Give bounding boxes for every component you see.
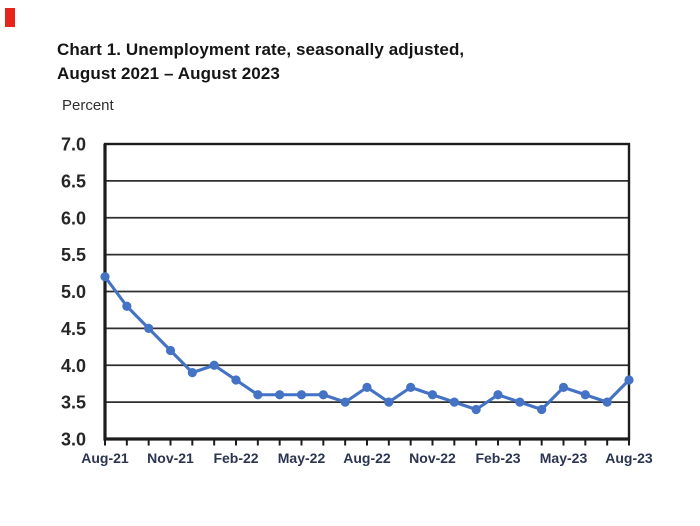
y-tick-label: 3.0 xyxy=(61,430,86,450)
y-tick-label: 5.5 xyxy=(61,245,86,265)
data-point xyxy=(406,382,416,392)
data-point xyxy=(231,375,241,385)
data-point xyxy=(318,390,328,400)
data-point xyxy=(515,397,525,407)
gridlines xyxy=(105,143,629,440)
x-tick-label: Feb-22 xyxy=(213,450,258,466)
data-point xyxy=(471,404,481,415)
y-tick-label: 3.5 xyxy=(61,393,86,413)
x-tick-label: Aug-23 xyxy=(605,450,653,466)
data-point xyxy=(449,397,459,407)
y-axis-unit-label: Percent xyxy=(62,97,114,114)
data-point xyxy=(187,368,197,378)
data-point xyxy=(296,390,307,400)
chart-title-line2: August 2021 – August 2023 xyxy=(57,64,280,83)
y-tick-label: 6.5 xyxy=(61,171,86,191)
x-axis-tick-marks xyxy=(104,440,630,446)
data-point xyxy=(144,323,154,333)
data-point xyxy=(624,375,634,385)
data-point xyxy=(100,272,110,282)
data-point xyxy=(122,301,132,311)
data-point xyxy=(493,390,503,400)
data-point xyxy=(427,390,438,400)
data-points xyxy=(100,272,634,415)
data-point xyxy=(340,397,350,407)
x-tick-label: May-22 xyxy=(278,450,326,466)
x-tick-label: Nov-22 xyxy=(409,450,456,466)
data-point xyxy=(580,390,590,400)
x-axis-tick-labels: Aug-21 Nov-21 Feb-22 May-22 Aug-22 Nov-22 Feb-… xyxy=(81,450,653,466)
y-axis-tick-labels: 3.0 3.5 4.0 4.5 5.0 5.5 6.0 6.5 7.0 xyxy=(61,135,86,450)
y-tick-label: 5.0 xyxy=(61,282,86,302)
x-tick-label: Nov-21 xyxy=(147,450,194,466)
chart-title: Chart 1. Unemployment rate, seasonally a… xyxy=(57,38,464,86)
data-point xyxy=(253,390,263,400)
data-point xyxy=(165,345,176,356)
x-tick-label: Aug-21 xyxy=(81,450,129,466)
x-tick-label: Feb-23 xyxy=(475,450,520,466)
y-tick-label: 4.0 xyxy=(61,356,86,376)
data-point xyxy=(537,404,547,415)
data-point xyxy=(558,382,569,392)
x-tick-label: Aug-22 xyxy=(343,450,391,466)
y-tick-label: 6.0 xyxy=(61,208,86,228)
y-tick-label: 4.5 xyxy=(61,319,86,339)
data-point xyxy=(209,360,219,370)
y-tick-label: 7.0 xyxy=(61,135,86,155)
axis-lines xyxy=(103,144,629,441)
data-point xyxy=(602,397,612,407)
data-point xyxy=(362,382,372,392)
chart-title-line1: Chart 1. Unemployment rate, seasonally a… xyxy=(57,40,465,59)
red-artifact-mark xyxy=(5,8,15,27)
data-point xyxy=(275,390,285,400)
x-tick-label: May-23 xyxy=(540,450,588,466)
data-point xyxy=(384,397,394,407)
